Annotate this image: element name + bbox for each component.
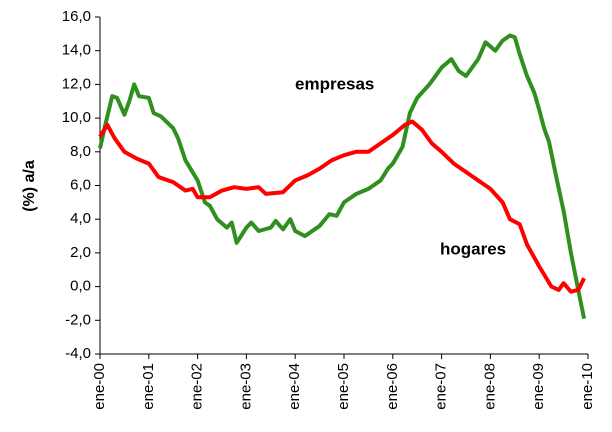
y-tick-label: 0,0: [70, 278, 91, 295]
x-tick-label: ene-06: [384, 363, 401, 410]
y-tick-label: 12,0: [62, 75, 91, 92]
y-tick-label: 10,0: [62, 109, 91, 126]
x-tick-label: ene-05: [335, 363, 352, 410]
y-tick-label: 8,0: [70, 143, 91, 160]
series-line: [98, 33, 587, 320]
x-tick-label: ene-02: [189, 363, 206, 410]
y-tick-label: -4,0: [65, 345, 91, 362]
y-tick-label: 4,0: [70, 210, 91, 227]
series-line: [98, 119, 586, 294]
x-tick-label: ene-07: [433, 363, 450, 410]
x-tick-label: ene-00: [91, 363, 108, 410]
x-tick-label: ene-04: [286, 363, 303, 410]
series-label: empresas: [295, 74, 374, 93]
y-axis-label: (%) a/a: [21, 160, 38, 212]
y-tick-label: 2,0: [70, 244, 91, 261]
x-tick-label: ene-03: [237, 363, 254, 410]
x-tick-label: ene-01: [140, 363, 157, 410]
y-tick-label: 14,0: [62, 42, 91, 59]
y-tick-label: -2,0: [65, 311, 91, 328]
x-tick-label: ene-08: [481, 363, 498, 410]
y-tick-label: 16,0: [62, 8, 91, 25]
series-label: hogares: [440, 239, 506, 258]
y-tick-label: 6,0: [70, 176, 91, 193]
x-tick-label: ene-10: [579, 363, 596, 410]
x-tick-label: ene-09: [530, 363, 547, 410]
